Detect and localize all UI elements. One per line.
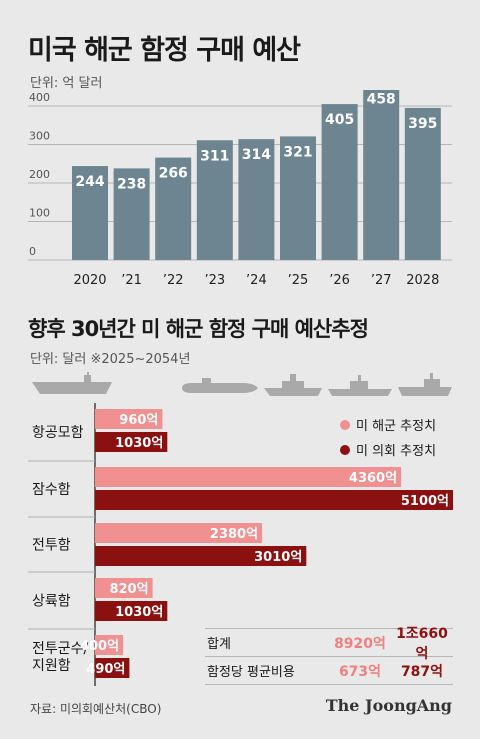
carrier-icon <box>32 372 112 394</box>
budget-bar <box>280 136 316 260</box>
budget-bar <box>238 139 275 260</box>
navy-estimate-bar <box>95 635 124 655</box>
chart2-unit: 단위: 달러 ※2025~2054년 <box>30 352 191 367</box>
bar-value-label: 311 <box>200 148 229 164</box>
category-label: 항공모함 <box>32 425 84 441</box>
y-tick-label: 200 <box>29 168 50 181</box>
bar-value-label: 3010억 <box>254 550 302 565</box>
category-label: 상륙함 <box>32 594 71 610</box>
congress-estimate-bar <box>95 546 307 566</box>
estimate-bar-chart: 항공모함960억1030억잠수함4360억5100억전투함2380억3010억상… <box>28 403 454 686</box>
bar-value-label: 400억 <box>80 639 119 654</box>
source-note: 자료: 미의회예산처(CBO) <box>30 702 162 716</box>
bar-value-label: 5100억 <box>401 494 449 509</box>
bar-value-label: 960억 <box>119 413 158 428</box>
budget-bar <box>363 90 400 260</box>
bar-value-label: 244 <box>75 174 104 190</box>
bar-value-label: 405 <box>325 112 354 128</box>
legend-congress: 미 의회 추정치 <box>340 440 436 459</box>
summary-total-navy: 8920억 <box>334 635 386 652</box>
congress-estimate-bar <box>95 601 168 621</box>
congress-estimate-bar <box>95 490 454 510</box>
legend-congress-label: 미 의회 추정치 <box>356 444 437 459</box>
budget-bar <box>404 107 441 260</box>
bar-value-label: 1030억 <box>115 436 163 451</box>
category-label: 지원함 <box>32 658 71 674</box>
legend-navy: 미 해군 추정치 <box>340 415 436 434</box>
navy-estimate-bar <box>95 467 402 487</box>
y-tick-label: 400 <box>29 91 50 104</box>
chart2-title: 향후 30년간 미 해군 함정 구매 예산추정 <box>28 317 369 341</box>
summary-row-total: 합계 8920억 1조660억 <box>205 626 453 662</box>
budget-bar <box>72 166 108 260</box>
bar-value-label: 1030억 <box>115 605 163 620</box>
bar-value-label: 458 <box>367 92 396 108</box>
legend-navy-swatch <box>340 419 350 430</box>
destroyer-icon <box>264 374 322 396</box>
bar-value-label: 490억 <box>86 662 125 677</box>
submarine-icon <box>182 378 258 393</box>
budget-bar <box>321 104 358 260</box>
summary-table: 합계 8920억 1조660억 함정당 평균비용 673억 787억 <box>205 626 453 685</box>
summary-total-label: 합계 <box>207 637 231 652</box>
summary-average-label: 함정당 평균비용 <box>207 665 295 680</box>
summary-total-congress: 1조660억 <box>396 625 448 662</box>
legend-navy-label: 미 해군 추정치 <box>356 419 437 434</box>
y-tick-label: 0 <box>29 245 36 258</box>
x-tick-label: ’24 <box>246 273 267 288</box>
bar-value-label: 395 <box>408 116 437 132</box>
bar-value-label: 266 <box>159 166 188 182</box>
bar-value-label: 314 <box>242 147 271 163</box>
congress-estimate-bar <box>95 432 168 452</box>
x-tick-label: ’21 <box>121 273 142 288</box>
amphibious-ship-icon <box>328 375 392 396</box>
bar-value-label: 820억 <box>109 582 148 597</box>
y-tick-label: 300 <box>29 130 50 143</box>
legend: 미 해군 추정치 미 의회 추정치 <box>340 415 436 465</box>
budget-bar <box>113 168 150 260</box>
x-tick-label: ’27 <box>371 273 392 288</box>
support-ship-icon <box>398 373 452 396</box>
y-tick-label: 100 <box>29 207 50 220</box>
navy-estimate-bar <box>95 578 153 598</box>
x-tick-label: ’26 <box>329 273 350 288</box>
ship-silhouettes <box>32 372 452 396</box>
category-label: 전투군수/ <box>32 641 89 657</box>
category-label: 전투함 <box>32 538 71 554</box>
bar-value-label: 238 <box>117 176 146 192</box>
budget-bar-chart: 0 100 200 300 400 244 2020 238 ’21 266 ’22 311 ’23 31… <box>28 90 452 288</box>
x-tick-label: ’25 <box>288 273 309 288</box>
publisher-logo: The JoongAng <box>325 696 452 715</box>
bar-value-label: 321 <box>283 144 312 160</box>
summary-row-average: 함정당 평균비용 673억 787억 <box>205 657 453 685</box>
summary-average-navy: 673억 <box>338 663 382 680</box>
chart1-unit: 단위: 억 달러 <box>30 76 103 91</box>
budget-bar <box>196 140 233 260</box>
x-tick-label: 2028 <box>406 273 439 288</box>
main-title: 미국 해군 함정 구매 예산 <box>28 35 301 66</box>
legend-congress-swatch <box>340 444 350 455</box>
x-tick-label: ’23 <box>204 273 225 288</box>
navy-estimate-bar <box>95 409 163 429</box>
bar-value-label: 2380억 <box>210 527 258 542</box>
x-tick-label: 2020 <box>73 273 106 288</box>
category-label: 잠수함 <box>32 482 71 498</box>
navy-estimate-bar <box>95 523 263 543</box>
bar-value-label: 4360억 <box>349 471 397 486</box>
x-tick-label: ’22 <box>163 273 184 288</box>
budget-bar <box>155 157 192 260</box>
congress-estimate-bar <box>95 658 130 678</box>
summary-average-congress: 787억 <box>400 663 444 680</box>
